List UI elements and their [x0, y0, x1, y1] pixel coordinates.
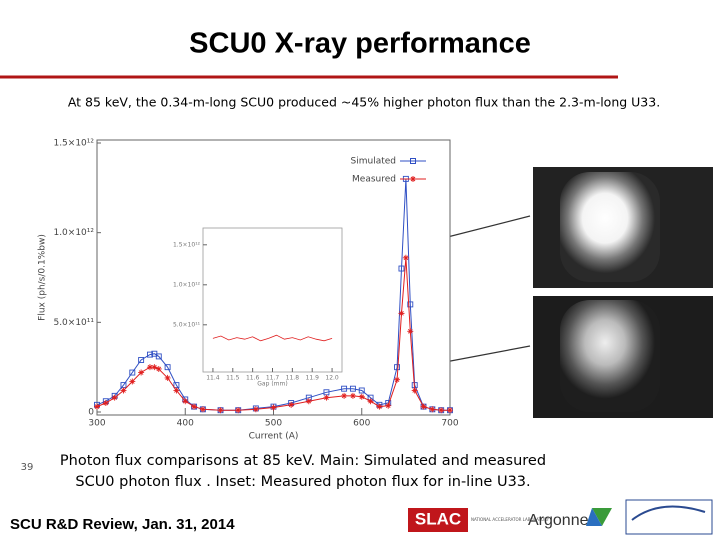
- xray-spot: [560, 172, 660, 282]
- aps-logo-arc: [631, 505, 706, 521]
- marker: [407, 301, 414, 308]
- marker: [252, 406, 259, 413]
- marker: [235, 407, 242, 414]
- x-tick-label: 11.6: [246, 375, 260, 382]
- legend-label: Measured: [352, 175, 396, 185]
- marker: [349, 385, 356, 392]
- subtitle: At 85 keV, the 0.34-m-long SCU0 produced…: [68, 95, 660, 110]
- marker: [407, 328, 414, 335]
- caption-line: Photon flux comparisons at 85 keV. Main:…: [60, 453, 546, 469]
- xray-images: [533, 167, 713, 418]
- marker: [138, 357, 145, 363]
- charts: 0 5.0×10¹¹ 1.0×10¹² 1.5×10¹² 300 400 500 600 700…: [38, 139, 459, 442]
- series-line: [96, 178, 450, 411]
- x-tick-label: 11.9: [306, 375, 320, 382]
- marker: [447, 407, 453, 414]
- marker: [129, 369, 136, 376]
- marker: [94, 403, 100, 410]
- marker: [402, 254, 409, 261]
- marker: [376, 403, 383, 410]
- inset-frame: [202, 227, 343, 373]
- marker: [182, 398, 189, 405]
- marker: [111, 394, 118, 401]
- x-tick-label: 400: [177, 419, 194, 429]
- aps-logo: [625, 499, 713, 535]
- legend-marker: [410, 176, 416, 182]
- logo-text: SLAC: [415, 509, 461, 528]
- argonne-mark: [586, 508, 602, 526]
- marker: [323, 394, 330, 401]
- marker: [358, 387, 365, 394]
- caption-line: SCU0 photon flux . Inset: Measured photo…: [75, 474, 530, 490]
- x-tick-label: 12.0: [325, 375, 339, 382]
- marker: [155, 353, 162, 360]
- x-tick-label: 11.5: [226, 375, 240, 382]
- marker: [358, 393, 365, 400]
- footer-text: SCU R&D Review, Jan. 31, 2014: [10, 516, 235, 533]
- marker: [288, 401, 295, 408]
- marker: [120, 387, 127, 394]
- y-tick-label: 0: [88, 408, 94, 418]
- marker: [138, 369, 145, 376]
- legend-marker: [410, 158, 416, 164]
- marker: [146, 364, 153, 371]
- marker: [270, 404, 277, 411]
- logos: SLAC NATIONAL ACCELERATOR LABORATORY Arg…: [408, 499, 713, 535]
- marker: [164, 364, 171, 371]
- marker: [429, 406, 436, 413]
- argonne-mark: [592, 508, 612, 526]
- marker: [129, 378, 136, 385]
- xray-spot: [560, 300, 660, 412]
- marker: [367, 398, 374, 405]
- marker: [420, 403, 427, 410]
- x-axis-label: Gap (mm): [257, 381, 287, 388]
- marker: [191, 403, 198, 410]
- marker: [394, 376, 401, 383]
- marker: [217, 407, 224, 414]
- marker: [398, 310, 405, 317]
- y-tick-label: 1.0×10¹²: [53, 228, 94, 238]
- marker: [151, 364, 158, 371]
- y-tick-label: 1.5×10¹²: [53, 139, 94, 149]
- marker: [341, 392, 348, 399]
- marker: [385, 402, 392, 409]
- marker: [102, 400, 109, 407]
- marker: [438, 407, 445, 414]
- marker: [173, 387, 180, 394]
- marker: [394, 364, 400, 371]
- y-tick-label: 1.5×10¹²: [173, 241, 201, 248]
- y-tick-label: 5.0×10¹¹: [53, 318, 94, 328]
- x-tick-label: 600: [353, 419, 370, 429]
- legend-label: Simulated: [351, 157, 396, 167]
- y-axis-label: Flux (ph/s/0.1%bw): [38, 234, 48, 321]
- x-axis-label: Current (A): [249, 432, 299, 442]
- marker: [199, 406, 206, 413]
- title: SCU0 X-ray performance: [189, 28, 531, 60]
- marker: [349, 392, 356, 399]
- x-tick-label: 700: [441, 419, 458, 429]
- y-tick-label: 5.0×10¹¹: [173, 321, 201, 328]
- series-line: [212, 334, 333, 342]
- x-tick-label: 11.4: [206, 375, 220, 382]
- x-tick-label: 300: [88, 419, 105, 429]
- y-tick-label: 1.0×10¹²: [173, 281, 201, 288]
- marker: [164, 374, 171, 381]
- marker: [155, 365, 162, 372]
- logo-text: NATIONAL ACCELERATOR LABORATORY: [471, 517, 550, 522]
- x-tick-label: 500: [265, 419, 282, 429]
- slac-logo: [408, 508, 468, 532]
- marker: [305, 398, 312, 405]
- x-tick-label: 11.8: [286, 375, 300, 382]
- page-number: 39: [21, 462, 34, 473]
- marker: [146, 351, 153, 358]
- logo-text: Argonne: [528, 512, 589, 529]
- marker: [341, 385, 348, 392]
- marker: [411, 387, 418, 394]
- marker: [398, 265, 405, 272]
- x-tick-label: 11.7: [266, 375, 280, 382]
